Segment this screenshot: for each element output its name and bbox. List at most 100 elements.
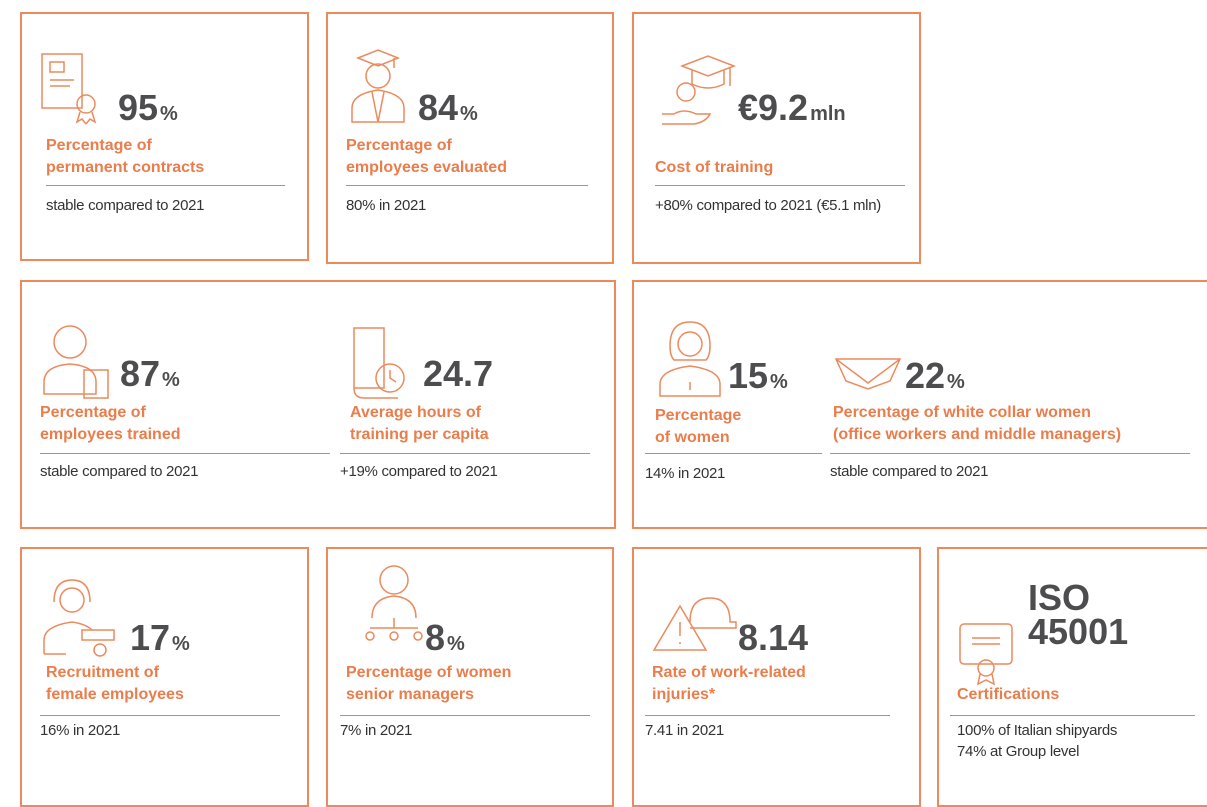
divider xyxy=(645,715,890,716)
divider xyxy=(346,185,588,186)
label: Rate of work-related injuries* xyxy=(652,662,806,706)
card-box xyxy=(632,12,921,264)
value-unit: % xyxy=(160,103,178,125)
note-line: +80% compared to 2021 (€5.1 mln) xyxy=(655,197,881,214)
icon xyxy=(41,53,97,125)
icon xyxy=(959,623,1013,686)
label: Percentage of employees trained xyxy=(40,402,181,446)
note: 14% in 2021 xyxy=(645,463,725,484)
label-line: senior managers xyxy=(346,686,475,703)
label-line: Percentage of xyxy=(46,137,152,154)
value-number: 15 xyxy=(728,355,769,396)
divider xyxy=(655,185,905,186)
value-number: 95 xyxy=(118,87,159,128)
value: €9.2 mln xyxy=(738,90,846,132)
icon xyxy=(652,597,737,651)
label-line: injuries* xyxy=(652,686,716,703)
note-line: 74% at Group level xyxy=(957,743,1080,760)
note: 7% in 2021 xyxy=(340,720,412,741)
label-line: training per capita xyxy=(350,426,489,443)
label-line: Recruitment of xyxy=(46,664,159,681)
card-box xyxy=(20,280,616,529)
divider xyxy=(340,715,590,716)
icon xyxy=(43,579,115,657)
value: 17% xyxy=(130,620,190,662)
value: 87% xyxy=(120,356,180,398)
note: stable compared to 2021 xyxy=(830,461,989,482)
label-line: female employees xyxy=(46,686,184,703)
value: 8.14 xyxy=(738,620,808,656)
icon xyxy=(662,55,737,125)
label-line: Percentage of xyxy=(40,404,146,421)
note-line: 14% in 2021 xyxy=(645,465,726,482)
note-line: 80% in 2021 xyxy=(346,197,427,214)
note: 80% in 2021 xyxy=(346,195,426,216)
card-box xyxy=(20,12,309,261)
label: Cost of training xyxy=(655,157,773,179)
note-line: 16% in 2021 xyxy=(40,722,121,739)
label-line: Rate of work-related xyxy=(652,664,806,681)
value-unit: % xyxy=(172,633,190,655)
value-number: 24.7 xyxy=(423,353,494,394)
label-line: Cost of training xyxy=(655,159,774,176)
value-unit: % xyxy=(460,103,478,125)
note-line: 7% in 2021 xyxy=(340,722,413,739)
icon xyxy=(834,358,902,390)
value: 24.7 xyxy=(423,356,493,392)
divider xyxy=(40,715,280,716)
note: stable compared to 2021 xyxy=(46,195,205,216)
value-number: 8 xyxy=(425,617,446,658)
value: 15% xyxy=(728,358,788,400)
divider xyxy=(830,453,1190,454)
value: ISO 45001 xyxy=(1028,580,1129,652)
note: 100% of Italian shipyards 74% at Group le… xyxy=(957,720,1117,762)
value-line: 45001 xyxy=(1028,611,1129,652)
label-line: employees trained xyxy=(40,426,181,443)
note: +19% compared to 2021 xyxy=(340,461,498,482)
label: Percentage of women xyxy=(655,405,741,449)
value-unit: % xyxy=(447,633,465,655)
note-line: 7.41 in 2021 xyxy=(645,722,724,739)
value-unit: % xyxy=(162,369,180,391)
icon xyxy=(365,565,423,641)
label-line: Percentage of women xyxy=(346,664,512,681)
label-line: Certifications xyxy=(957,686,1060,703)
icon xyxy=(351,49,405,123)
card-box xyxy=(326,12,614,264)
divider xyxy=(645,453,822,454)
note-line: +19% compared to 2021 xyxy=(340,463,498,480)
card-box xyxy=(632,280,1207,529)
label-line: permanent contracts xyxy=(46,159,205,176)
label: Certifications xyxy=(957,684,1059,706)
note-line: 100% of Italian shipyards xyxy=(957,722,1118,739)
value-number: 22 xyxy=(905,355,946,396)
note: 7.41 in 2021 xyxy=(645,720,724,741)
value-unit: mln xyxy=(810,103,846,125)
note: stable compared to 2021 xyxy=(40,461,199,482)
label-line: Percentage of white collar women xyxy=(833,404,1091,421)
value: 95% xyxy=(118,90,178,132)
icon xyxy=(353,327,405,399)
note: 16% in 2021 xyxy=(40,720,120,741)
value-number: 84 xyxy=(418,87,459,128)
value-number: 8.14 xyxy=(738,617,809,658)
value-number: 17 xyxy=(130,617,171,658)
label: Percentage of permanent contracts xyxy=(46,135,204,179)
value-number: 87 xyxy=(120,353,161,394)
note-line: stable compared to 2021 xyxy=(830,463,989,480)
label-line: Percentage xyxy=(655,407,742,424)
label: Recruitment of female employees xyxy=(46,662,184,706)
value: 22% xyxy=(905,358,965,400)
note: +80% compared to 2021 (€5.1 mln) xyxy=(655,195,881,216)
value-unit: % xyxy=(770,371,788,393)
label-line: Percentage of xyxy=(346,137,452,154)
label-line: Average hours of xyxy=(350,404,481,421)
value-unit: % xyxy=(947,371,965,393)
label: Average hours of training per capita xyxy=(350,402,489,446)
label: Percentage of employees evaluated xyxy=(346,135,507,179)
label: Percentage of women senior managers xyxy=(346,662,511,706)
divider xyxy=(46,185,285,186)
icon xyxy=(659,321,721,397)
divider xyxy=(950,715,1195,716)
